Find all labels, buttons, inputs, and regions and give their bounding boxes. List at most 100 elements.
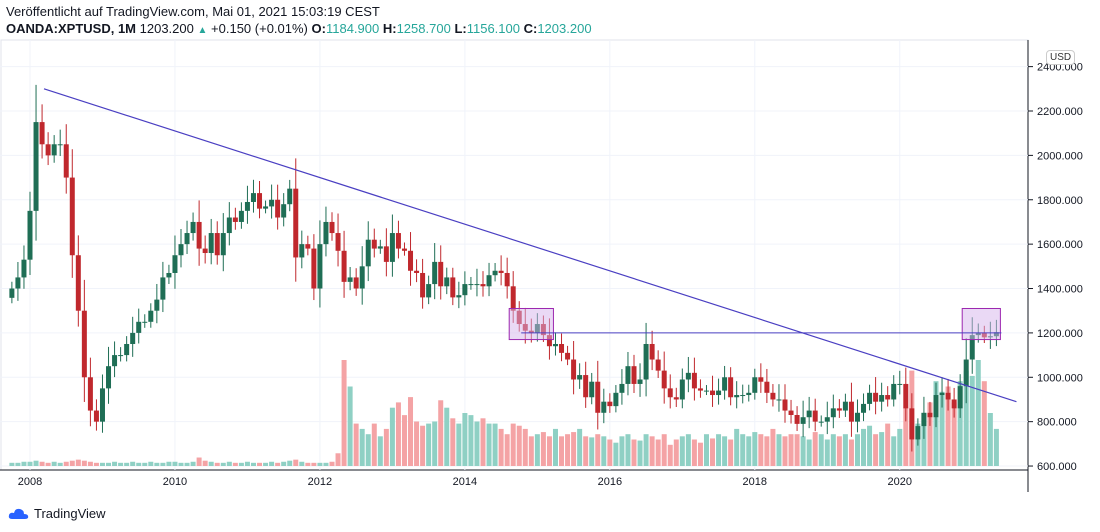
candle-body	[891, 383, 897, 400]
volume-bar	[190, 461, 196, 466]
candle-body	[359, 266, 365, 289]
candle-body	[788, 410, 794, 416]
volume-bar	[9, 462, 15, 466]
candle-body	[450, 277, 456, 298]
volume-bar	[329, 461, 335, 466]
volume-bar	[746, 436, 752, 466]
volume-bar	[710, 438, 716, 466]
volume-bar	[897, 428, 903, 466]
volume-bar	[722, 436, 728, 466]
volume-bar	[758, 434, 764, 466]
tradingview-logo[interactable]: TradingView	[8, 506, 106, 521]
y-tick-label: 1400.000	[1037, 284, 1083, 296]
candle-body	[257, 193, 263, 209]
candle-body	[589, 381, 595, 398]
candle-body	[226, 217, 232, 234]
volume-bar	[395, 402, 401, 466]
volume-bar	[438, 400, 444, 466]
volume-bar	[341, 360, 347, 466]
x-tick-label: 2020	[888, 476, 912, 488]
volume-bar	[426, 423, 432, 466]
candle-body	[426, 284, 432, 298]
volume-bar	[879, 432, 885, 466]
brand-name: TradingView	[34, 506, 106, 521]
candle-body	[293, 188, 299, 258]
volume-bar	[365, 434, 371, 466]
volume-bar	[444, 407, 450, 466]
volume-bar	[806, 439, 812, 466]
candle-body	[329, 221, 335, 234]
candle-body	[190, 221, 196, 234]
candle-body	[969, 335, 975, 360]
volume-bar	[305, 462, 311, 466]
volume-bar	[522, 428, 528, 466]
volume-bar	[124, 462, 130, 466]
volume-bar	[112, 461, 118, 466]
candle-body	[909, 408, 915, 440]
candle-body	[577, 375, 583, 380]
candle-body	[347, 277, 353, 282]
volume-bar	[456, 423, 462, 466]
volume-bar	[552, 428, 558, 466]
volume-bar	[776, 434, 782, 466]
candle-body	[335, 233, 341, 251]
currency-badge[interactable]: USD	[1046, 50, 1076, 65]
candle-body	[782, 399, 788, 411]
volume-bar	[202, 460, 208, 466]
candle-body	[33, 122, 39, 211]
volume-bar	[166, 461, 172, 466]
volume-bar	[631, 439, 637, 466]
candle-body	[81, 310, 87, 378]
candle-body	[613, 392, 619, 407]
volume-bar	[269, 461, 275, 466]
candle-body	[897, 383, 903, 385]
candle-body	[631, 366, 637, 384]
candle-body	[818, 421, 824, 423]
volume-bar	[595, 434, 601, 466]
volume-bar	[824, 439, 830, 466]
candle-body	[565, 352, 571, 360]
volume-bar	[607, 439, 613, 466]
close-value: 1203.200	[537, 21, 592, 36]
volume-bar	[275, 462, 281, 466]
candle-body	[685, 372, 691, 380]
volume-bar	[420, 425, 426, 466]
volume-bar	[589, 437, 595, 466]
volume-bar	[63, 461, 69, 466]
volume-bar	[492, 423, 498, 466]
candle-body	[184, 233, 190, 245]
volume-bar	[577, 428, 583, 466]
volume-bar	[160, 462, 166, 466]
x-tick-label: 2010	[163, 476, 187, 488]
candle-body	[244, 201, 250, 211]
volume-bar	[142, 462, 148, 466]
volume-bar	[281, 461, 287, 466]
change: +0.150 (+0.01%)	[211, 21, 308, 36]
volume-bar	[921, 413, 927, 466]
candle-body	[395, 233, 401, 249]
candle-body	[148, 310, 154, 322]
candle-body	[63, 144, 69, 178]
candle-body	[263, 206, 269, 209]
volume-bar	[559, 436, 565, 466]
volume-bar	[728, 439, 734, 466]
volume-bar	[873, 434, 879, 466]
candle-body	[408, 250, 414, 271]
candle-body	[945, 392, 951, 400]
volume-bar	[625, 434, 631, 466]
volume-bar	[450, 418, 456, 466]
candle-body	[160, 277, 166, 300]
candle-body	[667, 388, 673, 398]
candle-body	[703, 390, 709, 392]
low-label: L:	[454, 21, 467, 36]
candle-body	[208, 233, 214, 254]
volume-bar	[951, 402, 957, 466]
candle-body	[444, 277, 450, 287]
x-tick-label: 2012	[308, 476, 332, 488]
volume-bar	[232, 462, 238, 466]
candle-body	[679, 379, 685, 400]
candle-body	[637, 379, 643, 384]
trend-line	[43, 88, 1017, 403]
volume-bar	[208, 461, 214, 466]
